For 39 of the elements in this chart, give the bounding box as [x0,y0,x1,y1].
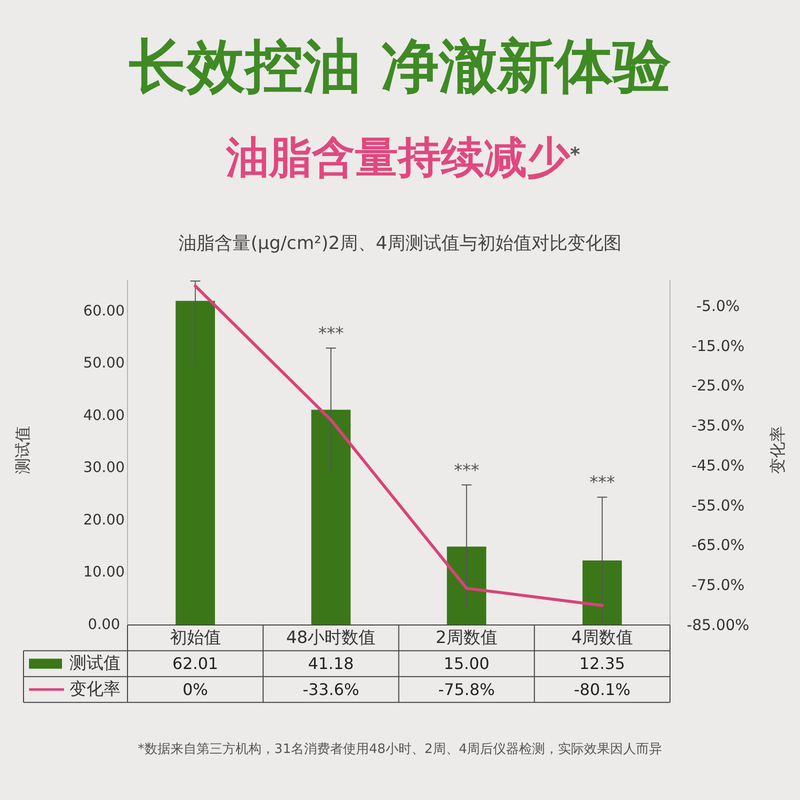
data-label: 41.18 [308,654,354,674]
chart-subtitle: 油脂含量持续减少$^{*}$ [224,133,580,183]
y-tick-label: 20.00 [83,512,125,528]
data-label: 15.00 [444,654,490,674]
y2-tick-label: -45.0% [691,456,745,474]
chart-title: 长效控油 净澈新体验 [128,32,672,100]
y2-axis-title: 变化率 [768,426,786,474]
annotation: *** [318,324,344,344]
data-label: 12.35 [579,654,626,674]
y2-tick-label: -25.0% [691,376,745,395]
x-tick-label: 2周数值 [436,628,498,648]
y-tick-label: 40.00 [83,408,125,424]
x-tick-label: 初始值 [170,628,221,648]
data-label: 0% [182,680,208,699]
text: *数据来自第三方机构，31名消费者使用48小时、2周、4周后仪器检测，实际效果因人而异 [138,741,662,757]
y2-tick-label: -55.0% [691,496,745,514]
y-axis-title: 测试值 [12,426,32,474]
annotation: *** [454,460,480,481]
y2-tick-label: -15.0% [691,336,745,355]
x-tick-label: 48小时数值 [286,628,376,648]
legend-label: 测试值 [70,654,120,674]
data-label: -80.1% [574,680,630,699]
data-label: 62.01 [172,654,218,674]
annotation: *** [589,473,615,494]
y-tick-label: 50.00 [83,356,125,372]
y2-tick-label: -65.0% [691,536,745,554]
legend-label: 变化率 [70,680,120,700]
y-tick-label: 60.00 [83,303,125,320]
y-tick-label: 30.00 [83,460,125,476]
y-tick-label: 10.00 [83,564,125,581]
data-label: -33.6% [302,680,360,699]
y2-tick-label: -85.00% [686,616,750,634]
y2-tick-label: -75.0% [691,576,745,594]
x-tick-label: 4周数值 [571,628,634,648]
data-label: -75.8% [438,680,495,699]
y-tick-label: 0.00 [88,617,120,633]
text: 油脂含量(μg/cm²)2周、4周测试值与初始值对比变化图 [178,233,622,254]
y2-tick-label: -35.0% [691,416,745,435]
y2-tick-label: -5.0% [696,296,740,315]
